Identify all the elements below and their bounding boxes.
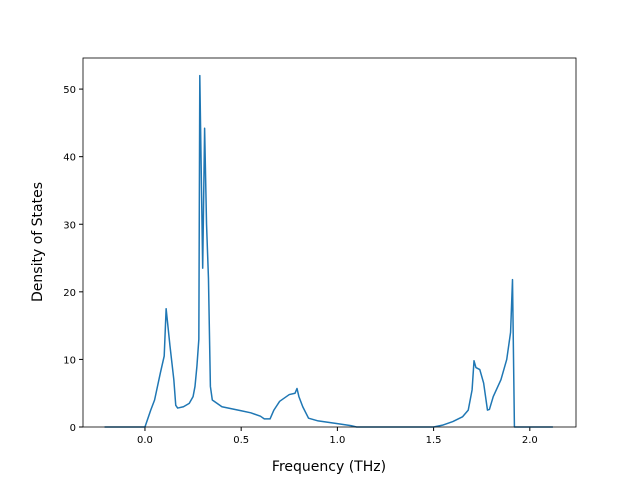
y-tick-label: 20 (63, 288, 76, 299)
line (104, 74, 553, 428)
y-tick-label: 10 (63, 355, 76, 366)
y-tick-label: 30 (63, 220, 76, 231)
x-tick-label: 0.5 (233, 435, 249, 446)
x-tick-label: 0.0 (137, 435, 153, 446)
x-tick-label: 1.0 (329, 435, 345, 446)
y-tick-label: 40 (63, 153, 76, 164)
x-tick-label: 2.0 (522, 435, 538, 446)
x-axis-label: Frequency (THz) (272, 459, 386, 475)
y-tick-label: 50 (63, 85, 76, 96)
y-axis-label: Density of States (30, 182, 46, 302)
y-tick-label: 0 (70, 423, 76, 434)
x-tick-label: 1.5 (426, 435, 442, 446)
plot-frame (82, 57, 577, 428)
